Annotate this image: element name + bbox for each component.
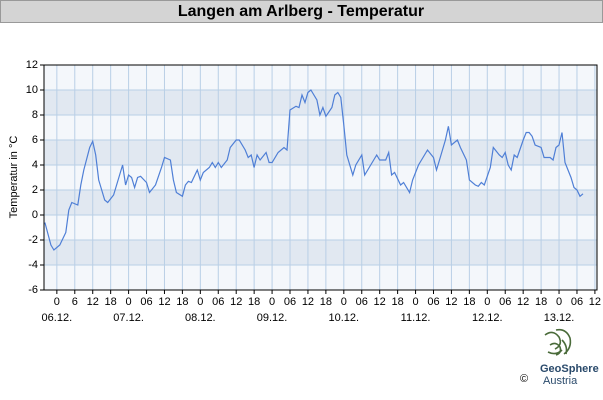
band [44,165,597,190]
x-tick-label: 18 [176,296,188,308]
band [44,90,597,115]
x-tick-label: 06 [499,296,511,308]
x-tick-label: 06 [212,296,224,308]
x-tick-label: 12 [445,296,457,308]
band [44,115,597,140]
plot-frame [43,64,598,291]
day-label: 06.12. [42,312,73,324]
day-label: 07.12. [113,312,144,324]
x-tick-label: 18 [391,296,403,308]
logo-sub: Austria [543,375,578,387]
band [44,240,597,265]
y-tick-label: 2 [32,184,38,196]
band [44,65,597,90]
y-tick-label: 12 [26,59,38,71]
x-tick-label: 0 [412,296,418,308]
x-tick-label: 0 [484,296,490,308]
y-tick-label: -4 [28,259,38,271]
band [44,265,597,290]
x-tick-label: 06 [356,296,368,308]
x-tick-label: 12 [374,296,386,308]
x-tick-label: 06 [284,296,296,308]
logo-icon [544,328,572,356]
day-label: 13.12. [544,312,575,324]
x-tick-label: 18 [105,296,117,308]
y-axis-label: Temperatur in °C [8,136,20,219]
copyright: © [520,373,528,385]
x-tick-label: 0 [54,296,60,308]
logo-name: GeoSphere [540,363,599,375]
band [44,140,597,165]
x-tick-label: 18 [463,296,475,308]
x-tick-label: 6 [72,296,78,308]
x-tick-label: 0 [197,296,203,308]
day-label: 08.12. [185,312,216,324]
y-tick-label: 6 [32,134,38,146]
day-label: 09.12. [257,312,288,324]
y-tick-label: -2 [28,234,38,246]
x-tick-label: 18 [248,296,260,308]
x-tick-label: 12 [517,296,529,308]
x-tick-label: 06 [427,296,439,308]
x-tick-label: 12 [87,296,99,308]
x-tick-label: 06 [571,296,583,308]
x-tick-label: 12 [230,296,242,308]
y-tick-label: 4 [32,159,38,171]
y-tick-label: 10 [26,84,38,96]
x-tick-label: 12 [158,296,170,308]
x-tick-label: 06 [140,296,152,308]
x-tick-label: 0 [269,296,275,308]
y-tick-label: -6 [28,284,38,296]
series-line [44,89,584,251]
x-tick-label: 12 [302,296,314,308]
band [44,190,597,215]
x-tick-label: 12 [589,296,601,308]
logo: GeoSphere Austria © [520,328,599,387]
day-label: 12.12. [472,312,503,324]
x-tick-label: 18 [320,296,332,308]
chart-title: Langen am Arlberg - Temperatur [178,3,424,20]
y-tick-label: 8 [32,109,38,121]
y-tick-label: 0 [32,209,38,221]
band [44,215,597,240]
x-tick-label: 0 [126,296,132,308]
x-tick-label: 18 [535,296,547,308]
x-tick-label: 0 [556,296,562,308]
day-label: 11.12. [401,312,431,324]
x-tick-label: 0 [341,296,347,308]
day-label: 10.12. [329,312,360,324]
